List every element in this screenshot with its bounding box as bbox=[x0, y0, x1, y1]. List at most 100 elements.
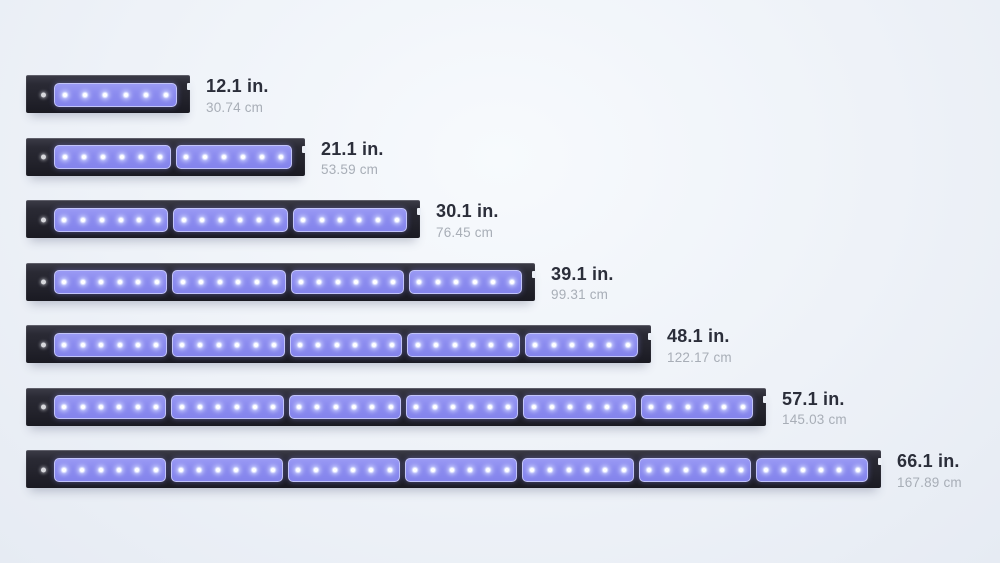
led-dot bbox=[354, 280, 359, 284]
led-dot bbox=[180, 342, 185, 347]
led-dot bbox=[99, 280, 104, 284]
led-dot bbox=[486, 467, 491, 472]
led-dot bbox=[62, 342, 67, 347]
power-indicator-dot bbox=[41, 217, 46, 222]
led-dot bbox=[585, 467, 590, 472]
housing-notch bbox=[417, 208, 421, 215]
led-dot bbox=[117, 342, 122, 347]
led-module bbox=[175, 145, 292, 169]
led-dot bbox=[117, 467, 122, 472]
led-module bbox=[405, 457, 517, 482]
led-module bbox=[523, 395, 636, 419]
led-dot bbox=[252, 467, 257, 472]
led-dot bbox=[80, 280, 85, 284]
led-dot bbox=[391, 280, 396, 284]
led-dot bbox=[667, 405, 672, 409]
led-dot bbox=[136, 342, 141, 347]
led-dot bbox=[123, 92, 128, 97]
led-dot bbox=[180, 280, 185, 284]
led-dot bbox=[568, 405, 573, 409]
led-module bbox=[292, 207, 407, 232]
led-dot bbox=[117, 280, 122, 284]
led-dot bbox=[99, 217, 104, 222]
led-dot bbox=[570, 342, 575, 347]
length-cm: 99.31 cm bbox=[551, 287, 609, 303]
power-indicator-dot bbox=[41, 279, 46, 285]
led-dot bbox=[509, 280, 514, 284]
led-dot bbox=[387, 467, 392, 472]
length-label: 12.1 in. 30.74 cm bbox=[206, 76, 269, 115]
led-module bbox=[173, 207, 288, 232]
led-dot bbox=[241, 155, 246, 159]
led-dot bbox=[333, 405, 338, 409]
led-dot bbox=[450, 405, 455, 409]
length-inches: 21.1 in. bbox=[321, 138, 384, 159]
length-cm: 30.74 cm bbox=[206, 99, 264, 115]
light-bar-housing bbox=[26, 75, 191, 113]
led-dot bbox=[98, 467, 103, 472]
led-dot bbox=[157, 155, 162, 159]
light-bar-housing bbox=[26, 387, 767, 426]
led-dot bbox=[334, 342, 339, 347]
led-dot bbox=[117, 405, 122, 409]
light-bar-housing bbox=[26, 200, 421, 238]
led-dot bbox=[819, 467, 824, 472]
led-modules-strip bbox=[54, 201, 407, 238]
length-label: 48.1 in. 122.17 cm bbox=[667, 326, 732, 365]
led-dot bbox=[782, 467, 787, 472]
led-dot bbox=[417, 280, 422, 284]
led-dot bbox=[665, 467, 670, 472]
led-dot bbox=[235, 342, 240, 347]
length-inches: 39.1 in. bbox=[551, 263, 614, 284]
led-dot bbox=[316, 342, 321, 347]
housing-notch bbox=[302, 145, 306, 153]
led-module bbox=[405, 395, 519, 419]
led-dot bbox=[435, 280, 440, 284]
led-dot bbox=[138, 155, 143, 159]
led-modules-strip bbox=[54, 451, 868, 488]
led-dot bbox=[153, 467, 158, 472]
led-dot bbox=[472, 280, 477, 284]
led-module bbox=[54, 207, 169, 232]
led-dot bbox=[184, 155, 189, 159]
light-bar-housing bbox=[26, 137, 306, 176]
led-dot bbox=[62, 405, 67, 409]
light-bar-housing bbox=[26, 325, 652, 363]
length-label: 39.1 in. 99.31 cm bbox=[551, 263, 614, 303]
led-module bbox=[288, 457, 400, 482]
length-cm: 53.59 cm bbox=[321, 162, 379, 178]
led-dot bbox=[80, 467, 85, 472]
led-dot bbox=[855, 467, 860, 472]
led-dot bbox=[253, 342, 258, 347]
led-dot bbox=[81, 155, 86, 159]
length-cm: 145.03 cm bbox=[782, 412, 847, 428]
led-dot bbox=[566, 467, 571, 472]
led-dot bbox=[256, 217, 261, 222]
led-dot bbox=[136, 280, 141, 284]
led-dot bbox=[279, 155, 284, 159]
length-cm: 122.17 cm bbox=[667, 349, 732, 365]
light-bar-housing bbox=[26, 450, 882, 488]
led-dot bbox=[62, 217, 67, 222]
led-module bbox=[525, 332, 638, 357]
led-dot bbox=[623, 405, 628, 409]
light-bar-housing bbox=[26, 262, 536, 301]
led-dot bbox=[154, 405, 159, 409]
led-module bbox=[407, 332, 521, 357]
light-bar-row: 30.1 in. 76.45 cm bbox=[26, 200, 640, 240]
led-dot bbox=[413, 467, 418, 472]
led-dot bbox=[275, 217, 280, 222]
housing-notch bbox=[763, 395, 767, 403]
led-dot bbox=[335, 280, 340, 284]
led-modules-strip bbox=[54, 264, 522, 301]
led-dot bbox=[198, 342, 203, 347]
led-dot bbox=[319, 217, 324, 222]
led-dot bbox=[260, 155, 265, 159]
led-dot bbox=[100, 155, 105, 159]
led-dot bbox=[533, 342, 538, 347]
led-dot bbox=[63, 92, 68, 97]
led-dot bbox=[375, 217, 380, 222]
led-dot bbox=[332, 467, 337, 472]
housing-notch bbox=[878, 458, 882, 465]
